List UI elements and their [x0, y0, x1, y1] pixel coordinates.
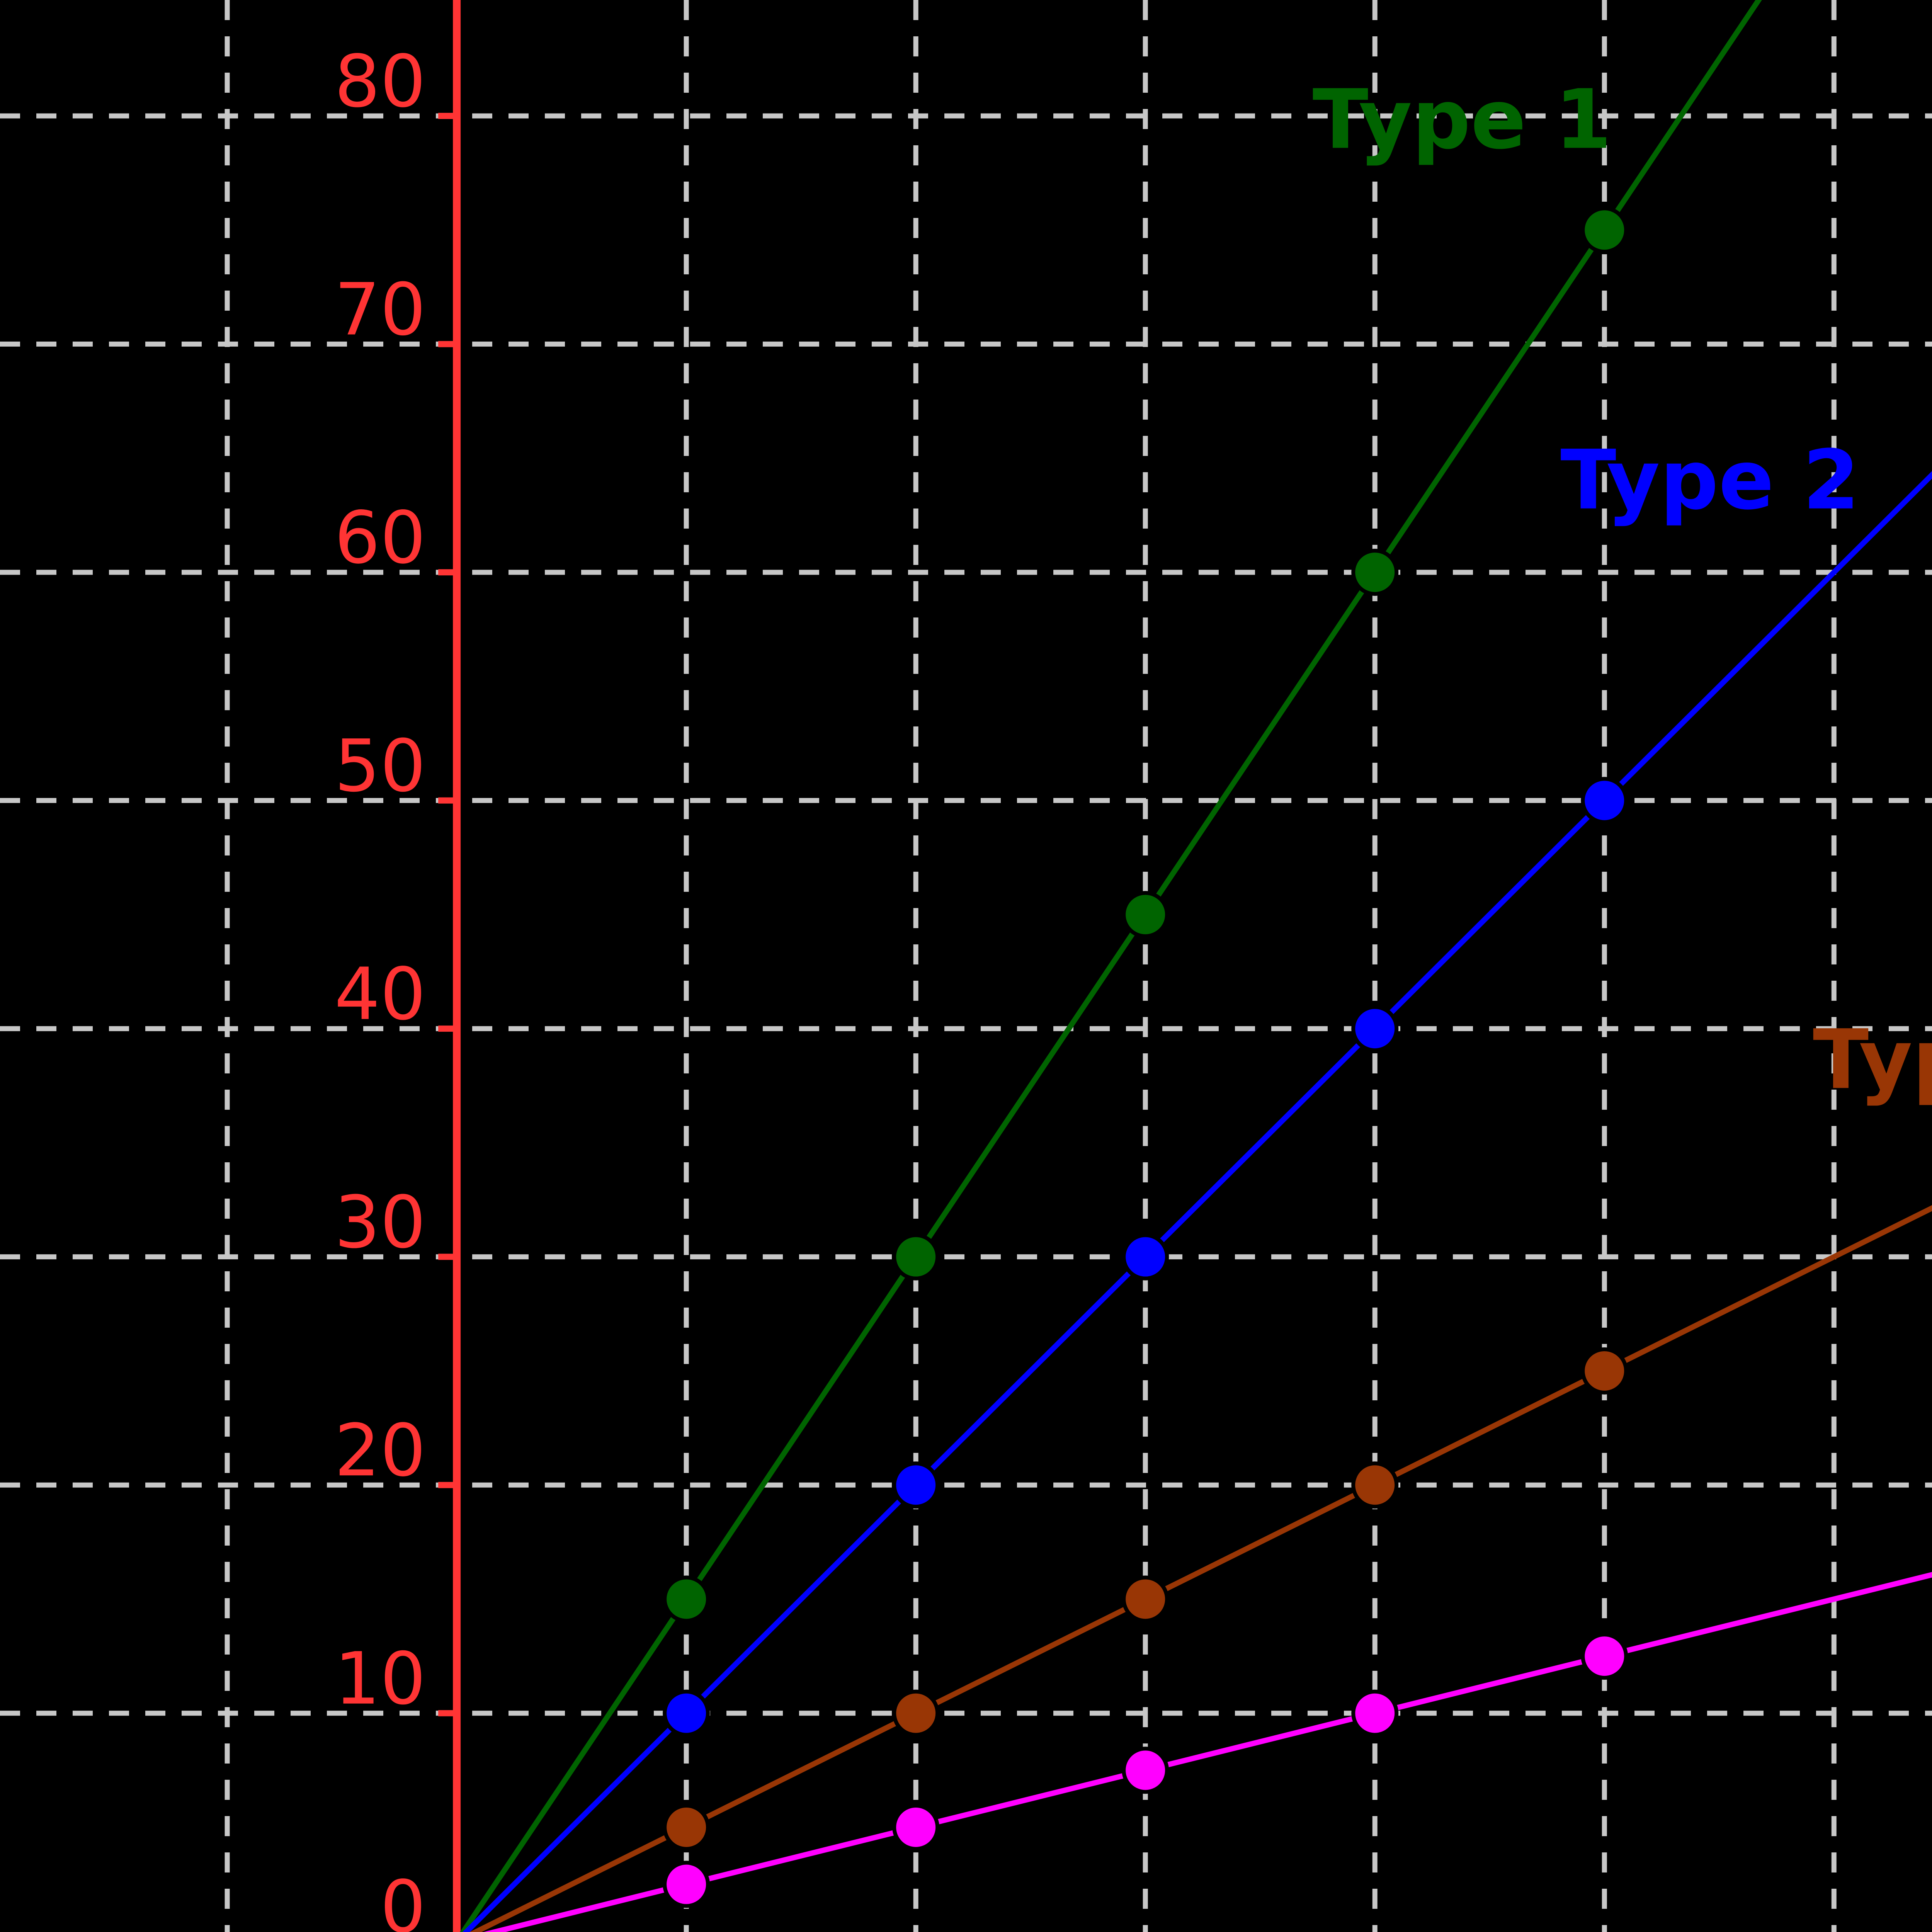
- data-points: [663, 206, 1628, 1908]
- data-point: [892, 1804, 940, 1851]
- data-point: [1122, 891, 1169, 938]
- y-tick-label: 80: [334, 39, 426, 123]
- legend-label-type-2: Type 2: [1560, 432, 1860, 528]
- data-point: [1581, 1633, 1628, 1680]
- series-line-type-3: [469, 1205, 1932, 1932]
- data-point: [1581, 777, 1628, 824]
- axis-tick-marks: [438, 112, 457, 1716]
- data-point: [892, 1689, 940, 1737]
- data-point: [1351, 1461, 1399, 1509]
- legend-label-type-1: Type 1: [1313, 72, 1612, 167]
- data-point: [892, 1233, 940, 1281]
- y-tick-label: 40: [334, 952, 426, 1036]
- data-point: [1351, 1689, 1399, 1737]
- data-point: [663, 1861, 710, 1908]
- data-point: [663, 1575, 710, 1623]
- series-labels: Type 1 Type 2 Type 3 Type 4: [1313, 72, 1932, 1107]
- data-point: [1581, 1347, 1628, 1395]
- y-tick-label: 10: [334, 1637, 426, 1721]
- y-tick-label: 20: [334, 1408, 426, 1492]
- y-tick-label: 30: [334, 1180, 426, 1264]
- data-point: [1351, 549, 1399, 596]
- data-point: [1351, 1005, 1399, 1053]
- y-tick-label: 60: [334, 496, 426, 580]
- y-tick-label: 0: [380, 1865, 426, 1932]
- data-point: [1122, 1747, 1169, 1794]
- data-point: [1122, 1233, 1169, 1281]
- data-point: [663, 1689, 710, 1737]
- data-point: [892, 1461, 940, 1509]
- data-point: [1122, 1575, 1169, 1623]
- y-axis-tick-labels: 0 10 20 30 40 50 60 70 80: [334, 39, 426, 1932]
- legend-label-type-3: Type 3: [1813, 1012, 1932, 1107]
- data-point: [1581, 206, 1628, 254]
- y-tick-label: 70: [334, 268, 426, 352]
- series-line-type-4: [483, 1572, 1932, 1932]
- y-tick-label: 50: [334, 724, 426, 808]
- data-point: [663, 1804, 710, 1851]
